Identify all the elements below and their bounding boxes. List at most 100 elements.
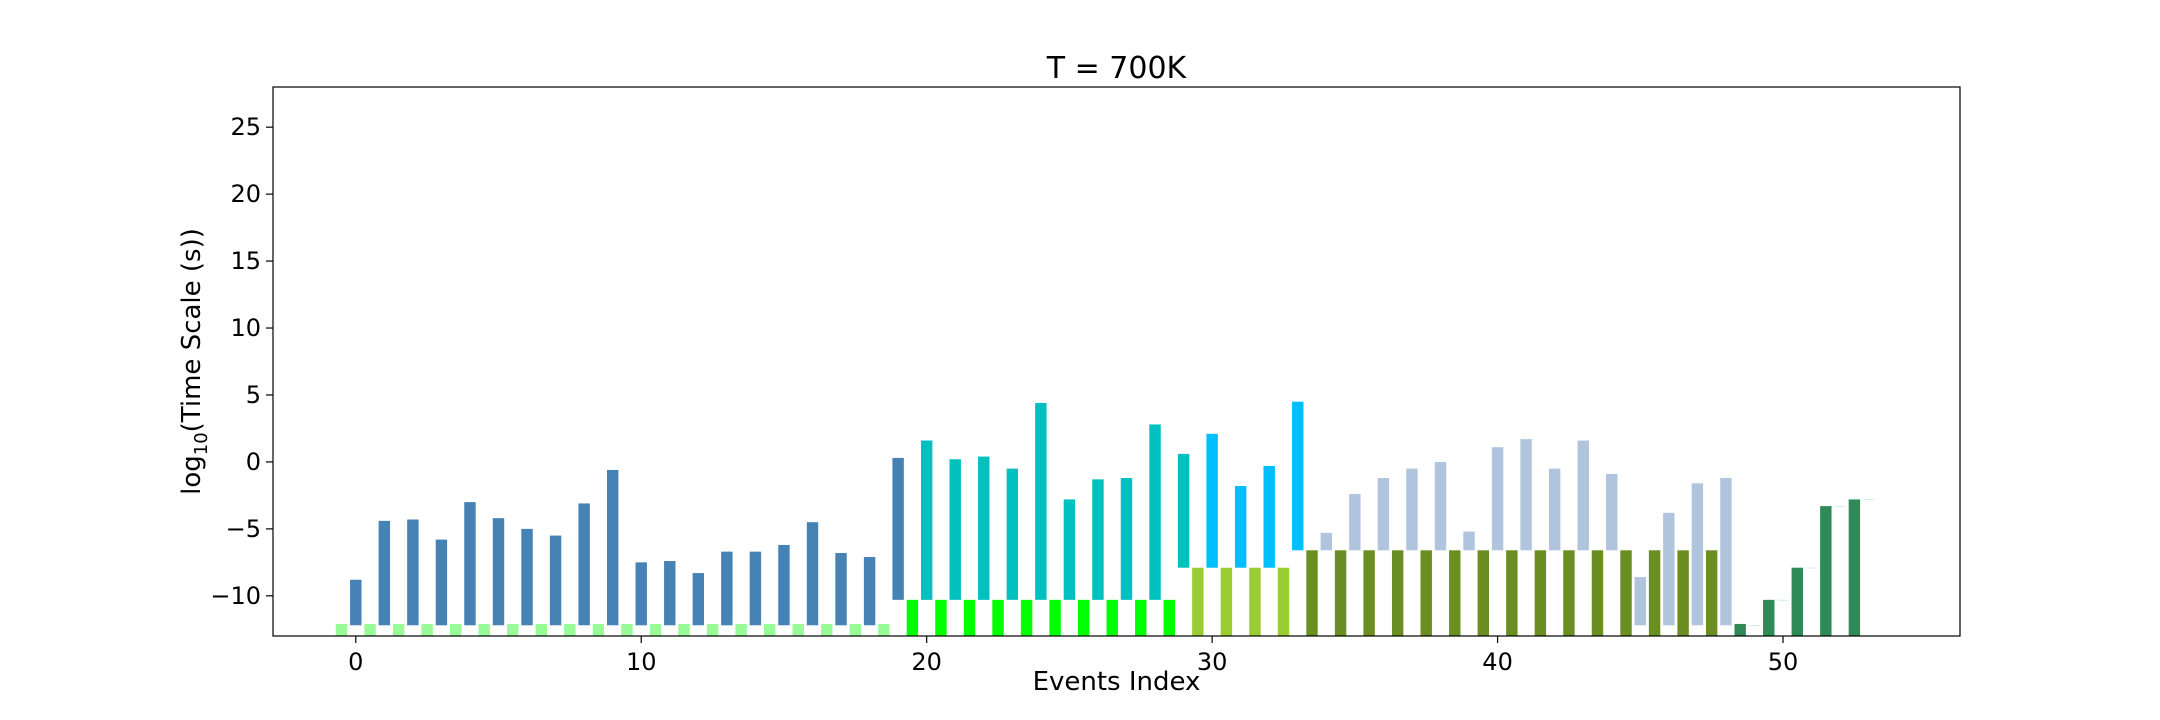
- bar: [1377, 477, 1390, 551]
- bar: [992, 599, 1004, 636]
- bar: [935, 599, 947, 636]
- bar: [1177, 453, 1190, 568]
- bar: [863, 556, 876, 626]
- bar: [835, 552, 847, 626]
- bar: [606, 469, 619, 626]
- plot-frame: [272, 86, 1961, 637]
- bar: [1705, 550, 1718, 636]
- x-tick-label: 0: [348, 648, 363, 676]
- bar: [1135, 599, 1147, 636]
- bar: [1720, 477, 1732, 626]
- bar: [1192, 567, 1204, 636]
- bar: [821, 623, 833, 636]
- bar: [1063, 499, 1076, 600]
- bar: [1263, 465, 1275, 568]
- x-tick-label: 20: [911, 648, 942, 676]
- bar: [1277, 567, 1290, 636]
- bar: [521, 528, 533, 626]
- bar: [1506, 550, 1518, 636]
- bar: [578, 503, 590, 626]
- bar: [1548, 468, 1561, 551]
- bar: [692, 573, 705, 626]
- bar: [1092, 479, 1104, 600]
- bar: [1791, 567, 1804, 636]
- bar: [1805, 567, 1818, 569]
- y-tick-label: −10: [210, 582, 261, 610]
- bar: [963, 599, 976, 636]
- bar: [978, 456, 990, 600]
- bar: [1035, 403, 1047, 600]
- x-tick-label: 10: [626, 648, 657, 676]
- bar: [1477, 550, 1490, 636]
- y-tick-label: 5: [246, 381, 261, 409]
- bar: [592, 623, 605, 636]
- bar: [1463, 531, 1475, 551]
- bar: [1206, 433, 1218, 568]
- bar: [464, 502, 476, 626]
- bar: [392, 623, 405, 636]
- bar: [478, 623, 490, 636]
- bar: [878, 623, 890, 636]
- bar: [1563, 550, 1575, 636]
- bar: [1777, 599, 1789, 601]
- bar: [706, 623, 719, 636]
- bar: [1149, 424, 1161, 600]
- bar: [1620, 550, 1632, 636]
- bar: [449, 623, 462, 636]
- bar: [1077, 599, 1090, 636]
- bar: [1820, 506, 1832, 636]
- y-tick-label: 0: [246, 448, 261, 476]
- bar: [1663, 512, 1675, 626]
- bar: [1434, 461, 1447, 551]
- x-tick-label: 40: [1482, 648, 1513, 676]
- bar: [378, 520, 391, 626]
- bar: [364, 623, 376, 636]
- bar: [1334, 550, 1347, 636]
- bar: [920, 440, 933, 600]
- bar: [1234, 486, 1247, 568]
- bar: [492, 518, 505, 626]
- x-axis-label: Events Index: [1033, 667, 1201, 697]
- bar: [1491, 447, 1504, 551]
- bar: [664, 561, 676, 626]
- bar: [535, 623, 548, 636]
- bar: [1691, 483, 1704, 626]
- bar: [792, 623, 804, 636]
- bar: [1363, 550, 1375, 636]
- bar: [849, 623, 862, 636]
- bar: [549, 535, 562, 626]
- chart-title: T = 700K: [1046, 51, 1188, 86]
- bar: [1606, 473, 1618, 551]
- bar: [1834, 506, 1846, 507]
- bar: [435, 539, 448, 626]
- bar: [1449, 550, 1461, 636]
- bar: [1677, 550, 1689, 636]
- bar: [1391, 550, 1404, 636]
- bar: [350, 579, 362, 626]
- bar: [1763, 599, 1775, 636]
- y-axis-ticks: −10 −5 0 5 10 15 20 25: [210, 113, 273, 610]
- bar: [678, 623, 690, 636]
- bar: [735, 623, 747, 636]
- x-tick-label: 30: [1197, 648, 1228, 676]
- bar: [1748, 625, 1761, 626]
- y-tick-label: 15: [230, 247, 261, 275]
- bar: [421, 623, 433, 636]
- bar: [335, 623, 348, 636]
- bar: [1848, 499, 1861, 636]
- bar: [1406, 468, 1418, 551]
- bar: [1420, 550, 1432, 636]
- y-axis-label-log: log: [177, 455, 207, 495]
- y-tick-label: 20: [230, 180, 261, 208]
- bar: [906, 599, 919, 636]
- y-axis-label-rest: (Time Scale (s)): [177, 228, 207, 432]
- bar: [621, 623, 633, 636]
- bar: [1049, 599, 1061, 636]
- y-axis-label: log10(Time Scale (s)): [177, 228, 212, 495]
- bar: [1120, 477, 1133, 600]
- bar: [1862, 499, 1875, 501]
- bar: [1220, 567, 1233, 636]
- bar: [1534, 550, 1547, 636]
- y-axis-label-subscript: 10: [191, 432, 212, 455]
